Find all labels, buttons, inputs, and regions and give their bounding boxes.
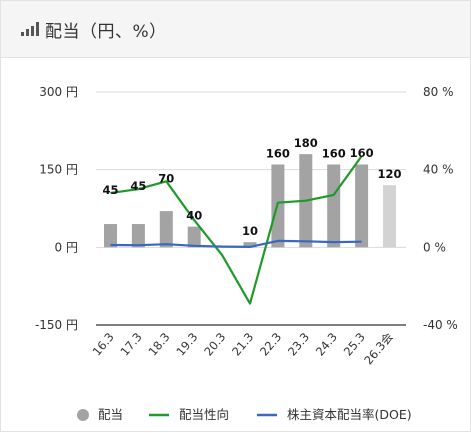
bar-data-label: 120	[377, 167, 401, 181]
bar-data-label: 10	[242, 224, 258, 238]
legend-label-dividend: 配当	[98, 407, 123, 422]
right-axis-tick-label: 40 %	[423, 163, 454, 177]
category-tick-label: 20.3	[201, 330, 228, 359]
dividend-bar	[355, 164, 369, 248]
legend-label-payout: 配当性向	[179, 407, 229, 422]
dividend-bar	[131, 224, 145, 248]
category-tick-label: 17.3	[118, 330, 145, 359]
bar-data-label: 70	[158, 171, 174, 185]
legend-marker-dividend	[77, 409, 89, 421]
category-tick-label: 24.3	[313, 330, 340, 359]
category-tick-label: 21.3	[229, 330, 256, 359]
bar-data-label: 160	[322, 146, 346, 160]
left-axis-tick-label: 300 円	[39, 85, 78, 99]
dividend-bar	[243, 242, 257, 248]
legend-label-doe: 株主資本配当率(DOE)	[287, 407, 412, 422]
right-axis-tick-label: 80 %	[423, 85, 454, 99]
category-tick-label: 22.3	[257, 330, 284, 359]
left-axis-tick-label: 150 円	[39, 163, 78, 177]
payout-ratio-line	[110, 155, 363, 305]
bar-data-label: 45	[130, 179, 146, 193]
dividend-bar	[187, 226, 201, 248]
right-axis-tick-label: -40 %	[423, 318, 458, 332]
dividend-bar	[104, 224, 117, 248]
legend: 配当 配当性向 株主資本配当率(DOE)	[77, 407, 412, 422]
category-tick-label: 18.3	[145, 330, 172, 359]
card-header: 配当（円、%）	[1, 1, 470, 58]
category-tick-label: 16.3	[90, 330, 117, 359]
bar-data-label: 45	[102, 183, 118, 197]
bar-data-label: 160	[266, 146, 290, 160]
bar-data-label: 180	[294, 136, 318, 150]
line-series	[110, 155, 363, 305]
category-tick-label: 26.3会	[361, 330, 396, 368]
left-axis-tick-label: -150 円	[35, 318, 78, 332]
category-tick-label: 19.3	[173, 330, 200, 359]
signal-bars-icon	[21, 22, 39, 36]
bar-data-label: 40	[186, 209, 202, 223]
left-axis-tick-label: 0 円	[55, 240, 78, 254]
dividend-bar	[159, 211, 173, 248]
bar-data-label: 160	[350, 146, 374, 160]
category-tick-label: 23.3	[285, 330, 312, 359]
dividend-bar	[327, 164, 341, 248]
right-axis-tick-label: 0 %	[423, 240, 446, 254]
dividend-bar	[383, 185, 396, 248]
card-title: 配当（円、%）	[45, 21, 167, 42]
doe-line	[110, 239, 362, 248]
